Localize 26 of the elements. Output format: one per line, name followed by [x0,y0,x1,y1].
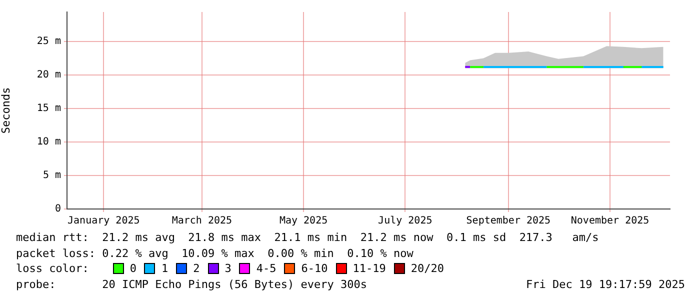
text: Fri Dec 19 19:17:59 2025 [526,276,685,292]
legend-label: 6-10 [301,261,328,276]
legend-label: 3 [224,261,232,276]
legend-label: 11-19 [352,261,386,276]
legend-label: 4-5 [256,261,276,276]
legend-label: 20/20 [410,261,444,276]
legend-label: 0 [130,261,136,276]
y-tick-label: 20 m [36,70,61,81]
y-tick-label: 0 [54,204,61,215]
y-tick-label: 10 m [36,136,61,148]
text: packet loss: 0.22 % avg 10.09 % max 0.00 % min 0.10 % now [15,246,414,261]
legend-label: 2 [193,261,200,276]
y-tick-label: 5 m [42,170,61,182]
text: median rtt: 21.2 ms avg 21.8 ms max 21.1 ms min 21.2 ms now 0.1 ms sd 217.3 am/s [15,230,600,246]
x-tick-label: May 2025 [279,216,328,227]
legend-title: loss color: [16,261,89,276]
y-tick-label: 25 m [36,36,61,48]
text: probe: 20 ICMP Echo Pings (56 Bytes) every 300s [16,276,367,292]
y-axis-title: Seconds [0,87,12,134]
legend-label: 1 [161,261,168,276]
x-tick-label: July 2025 [378,216,432,227]
x-tick-label: September 2025 [466,216,551,227]
x-tick-label: January 2025 [68,216,140,227]
x-tick-label: November 2025 [570,216,650,227]
y-tick-label: 15 m [36,103,61,114]
x-tick-label: March 2025 [172,216,232,227]
